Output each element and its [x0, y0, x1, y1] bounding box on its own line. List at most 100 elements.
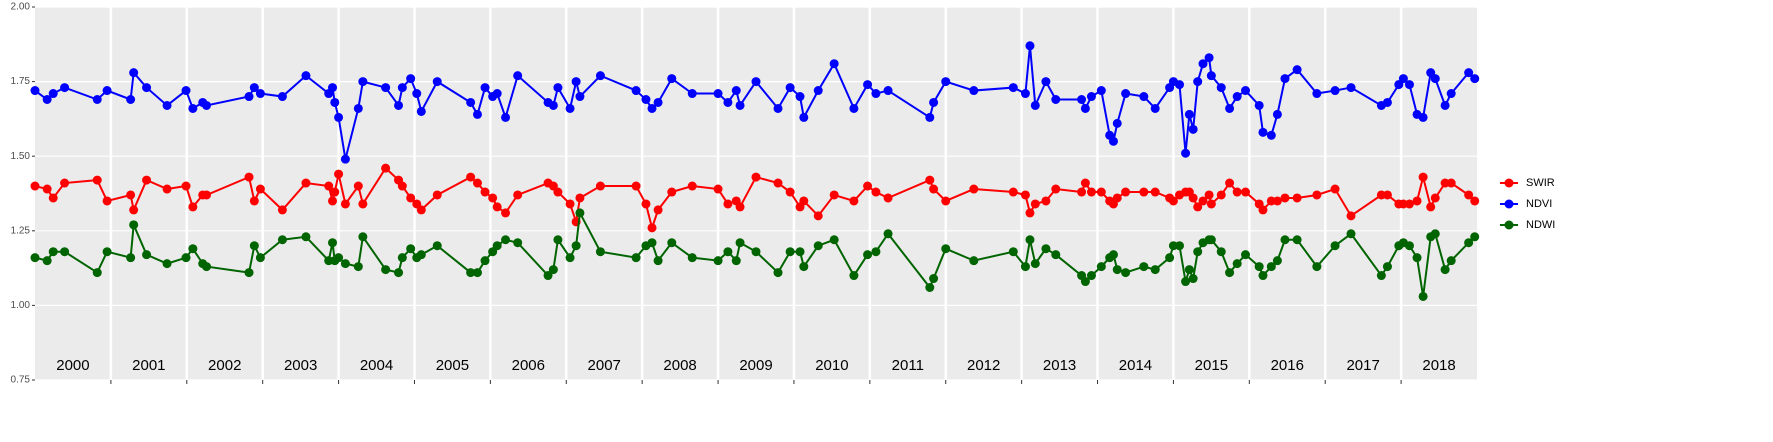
- point: [773, 268, 783, 278]
- point: [667, 238, 677, 248]
- point: [1051, 95, 1061, 105]
- point: [1112, 193, 1122, 203]
- point: [358, 77, 368, 87]
- point: [1418, 172, 1428, 182]
- point: [142, 250, 152, 260]
- point: [1292, 193, 1302, 203]
- point: [60, 83, 70, 93]
- point: [731, 256, 741, 266]
- point: [492, 202, 502, 212]
- point: [42, 184, 52, 194]
- point: [501, 208, 511, 218]
- point: [244, 268, 254, 278]
- point: [1206, 71, 1216, 81]
- point: [394, 268, 404, 278]
- point: [1446, 89, 1456, 99]
- point: [1440, 265, 1450, 275]
- point: [713, 89, 723, 99]
- point: [1312, 89, 1322, 99]
- point: [1464, 68, 1474, 78]
- year-label: 2018: [1422, 357, 1455, 374]
- point: [381, 83, 391, 93]
- point: [849, 271, 859, 281]
- point: [1086, 271, 1096, 281]
- point: [416, 205, 426, 215]
- point: [595, 181, 605, 191]
- point: [92, 175, 102, 185]
- point: [1254, 262, 1264, 272]
- point: [713, 184, 723, 194]
- point: [925, 112, 935, 122]
- point: [687, 89, 697, 99]
- year-label: 2016: [1271, 357, 1304, 374]
- point: [1225, 103, 1235, 113]
- point: [1464, 190, 1474, 200]
- point: [653, 256, 663, 266]
- point: [941, 77, 951, 87]
- point: [849, 196, 859, 206]
- point: [571, 241, 581, 251]
- point: [813, 241, 823, 251]
- point: [647, 103, 657, 113]
- point: [1225, 268, 1235, 278]
- point: [102, 86, 112, 96]
- point: [340, 154, 350, 164]
- legend-key-point: [1504, 178, 1514, 188]
- point: [60, 247, 70, 257]
- point: [1280, 235, 1290, 245]
- point: [255, 253, 265, 263]
- point: [1426, 202, 1436, 212]
- point: [829, 59, 839, 69]
- point: [1198, 59, 1208, 69]
- point: [358, 199, 368, 209]
- point: [397, 181, 407, 191]
- point: [188, 244, 198, 254]
- point: [1096, 187, 1106, 197]
- point: [1258, 271, 1268, 281]
- point: [1193, 202, 1203, 212]
- point: [416, 250, 426, 260]
- point: [1174, 241, 1184, 251]
- point: [667, 187, 677, 197]
- point: [1266, 130, 1276, 140]
- point: [1232, 187, 1242, 197]
- y-tick-label: 0.75: [11, 375, 31, 386]
- point: [162, 100, 172, 110]
- point: [647, 223, 657, 233]
- point: [647, 238, 657, 248]
- point: [1025, 41, 1035, 51]
- point: [129, 220, 139, 230]
- point: [249, 241, 259, 251]
- point: [1412, 253, 1422, 263]
- year-label: 2000: [56, 357, 89, 374]
- point: [1139, 187, 1149, 197]
- point: [1241, 187, 1251, 197]
- point: [575, 208, 585, 218]
- point: [1430, 229, 1440, 239]
- point: [277, 205, 287, 215]
- point: [92, 268, 102, 278]
- point: [1030, 100, 1040, 110]
- point: [941, 244, 951, 254]
- point: [565, 103, 575, 113]
- point: [1204, 190, 1214, 200]
- point: [1241, 86, 1251, 96]
- point: [1008, 187, 1018, 197]
- point: [871, 187, 881, 197]
- point: [48, 193, 58, 203]
- point: [330, 187, 340, 197]
- point: [785, 83, 795, 93]
- point: [751, 77, 761, 87]
- point: [301, 178, 311, 188]
- y-tick-label: 1.50: [11, 151, 31, 162]
- point: [92, 95, 102, 105]
- year-label: 2011: [892, 357, 924, 374]
- point: [202, 190, 212, 200]
- point: [773, 103, 783, 113]
- point: [1025, 235, 1035, 245]
- point: [1272, 196, 1282, 206]
- point: [1430, 193, 1440, 203]
- point: [553, 187, 563, 197]
- point: [1258, 127, 1268, 137]
